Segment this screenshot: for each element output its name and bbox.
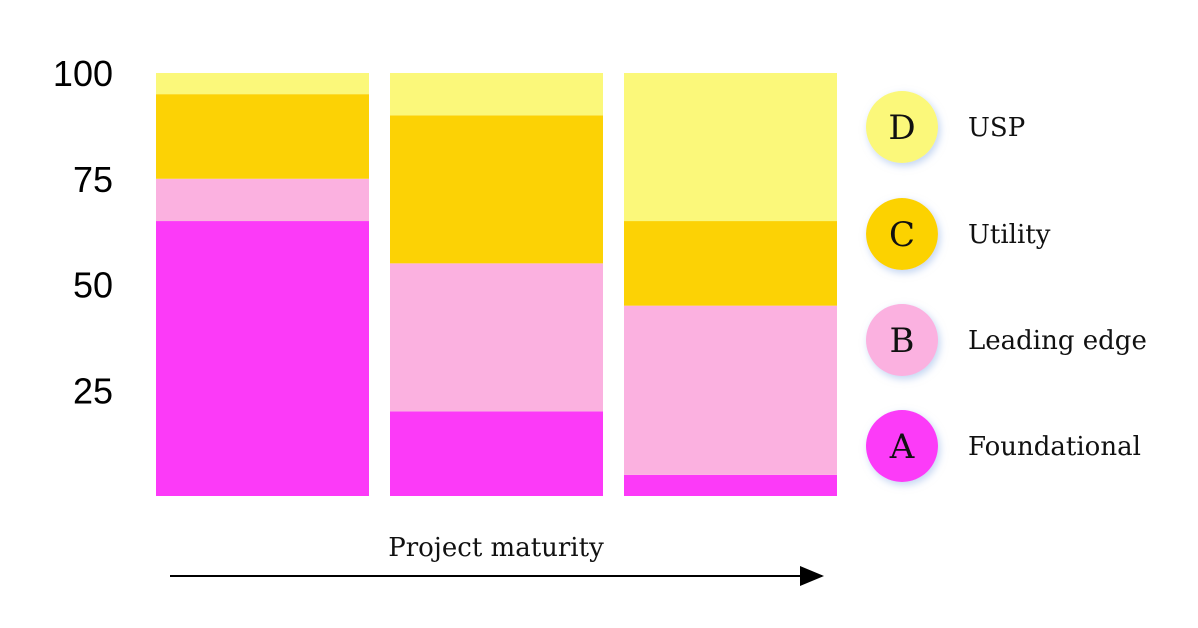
legend-marker (866, 91, 938, 163)
y-tick-label: 75 (73, 159, 113, 200)
legend-item-leading-edge: B Leading edge (866, 304, 1147, 376)
legend-letter: D (888, 108, 915, 148)
legend-item-usp: D USP (866, 91, 1025, 163)
legend-label: USP (968, 113, 1025, 143)
legend-item-utility: C Utility (866, 198, 1051, 270)
x-axis-label: Project maturity (388, 533, 604, 563)
legend-marker (866, 304, 938, 376)
bar-segment-d (156, 73, 369, 95)
legend-letter: C (889, 215, 915, 255)
bar-segment-c (390, 115, 603, 264)
y-tick-label: 25 (73, 370, 113, 411)
legend-label: Foundational (968, 432, 1141, 462)
bar-segment-a (156, 221, 369, 497)
bar-segment-c (156, 94, 369, 179)
bar-segment-c (624, 221, 837, 306)
bar-segment-b (624, 305, 837, 475)
bar-segment-a (624, 474, 837, 496)
bar-segment-a (390, 411, 603, 496)
legend-label: Leading edge (968, 326, 1147, 356)
legend-label: Utility (968, 220, 1051, 250)
bar-segment-d (390, 73, 603, 116)
bar-segment-b (390, 263, 603, 412)
legend-letter: A (889, 427, 915, 467)
y-tick-label: 50 (73, 265, 113, 306)
bar-segment-b (156, 178, 369, 222)
legend-marker (866, 198, 938, 270)
legend-marker (866, 410, 938, 482)
legend-item-foundational: A Foundational (866, 410, 1141, 482)
y-tick-label: 100 (53, 53, 113, 94)
bar-segment-d (624, 73, 837, 222)
legend-letter: B (890, 321, 915, 361)
